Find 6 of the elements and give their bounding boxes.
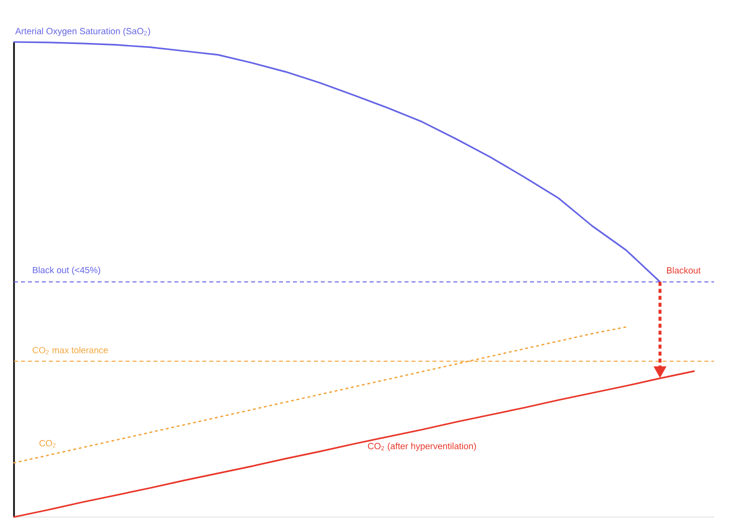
annotation: Blackout — [667, 266, 701, 274]
ref-line-label: Black out (<45%) — [32, 266, 100, 275]
ref-line-label: CO$_{2}$ max tolerance — [32, 346, 108, 354]
series-label: CO$_{2}$ — [39, 440, 56, 448]
series-label: CO$_{2}$ (after hyperventilation) — [368, 442, 476, 452]
series-label: Arterial Oxygen Saturation (SaO$_{2}$) — [15, 28, 150, 36]
